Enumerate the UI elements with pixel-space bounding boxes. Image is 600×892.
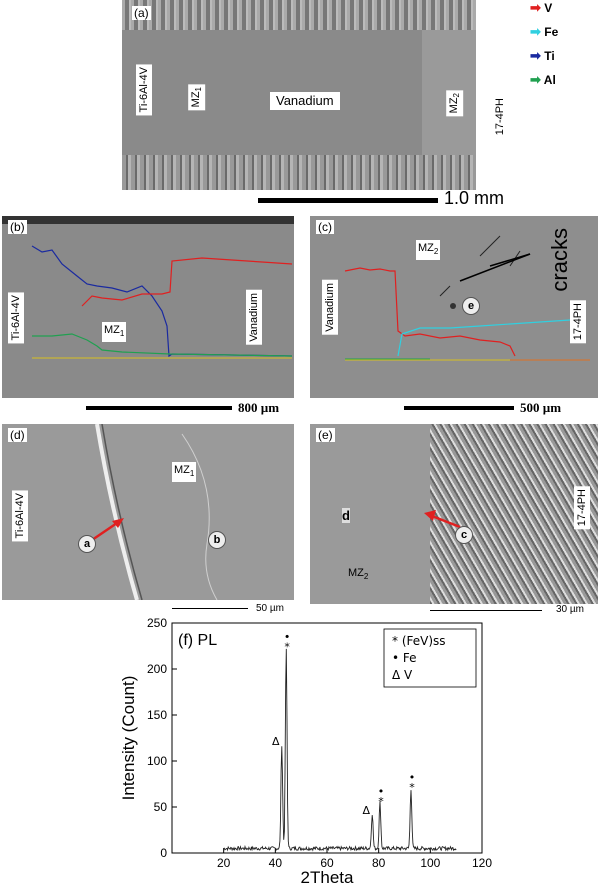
panel-c-left: Vanadium xyxy=(322,280,338,335)
arrow-right-icon: ➡ xyxy=(530,0,541,15)
x-tick-label: 60 xyxy=(320,856,334,870)
panel-c-scalebar xyxy=(404,406,514,410)
x-tick-label: 20 xyxy=(217,856,231,870)
peak-marker: • * xyxy=(378,785,385,808)
panel-b-right: Vanadium xyxy=(246,290,262,345)
peak-marker: • * xyxy=(409,771,416,794)
panel-e-label: (e) xyxy=(316,428,335,442)
panel-d-mz1: MZ1 xyxy=(172,462,197,483)
y-tick-label: 150 xyxy=(147,708,167,722)
panel-e-scale-label: 30 µm xyxy=(556,604,584,615)
x-tick-label: 100 xyxy=(420,856,440,870)
legend-item-al: ➡ Al xyxy=(530,72,556,87)
y-tick-label: 0 xyxy=(160,846,167,860)
y-tick-label: 50 xyxy=(154,800,168,814)
panel-b-scale-label: 800 µm xyxy=(238,400,280,415)
panel-a-right-alloy: 17-4PH xyxy=(492,95,508,139)
panel-d-features xyxy=(91,424,218,600)
panel-b-label: (b) xyxy=(8,220,27,234)
peak-marker: Δ xyxy=(362,804,370,817)
panel-b-scalebar xyxy=(86,406,232,410)
panel-e-features xyxy=(424,510,461,529)
panel-a-mz1: MZ1 xyxy=(188,84,206,111)
panel-a-center: Vanadium xyxy=(270,92,340,110)
legend-item-ti: ➡ Ti xyxy=(530,48,555,63)
panel-d-left-alloy: Ti-6Al-4V xyxy=(12,490,28,542)
chart-legend-box xyxy=(383,628,477,688)
panel-c-mz2: MZ2 xyxy=(416,240,441,261)
panel-c-linescan xyxy=(344,235,590,361)
panel-a-label: (a) xyxy=(132,6,151,20)
x-tick-label: 40 xyxy=(269,856,283,870)
panel-b-left-alloy: Ti-6Al-4V xyxy=(8,292,24,344)
peak-marker: Δ xyxy=(272,735,280,748)
chart-legend-item: * (FeV)ss xyxy=(392,634,446,648)
panel-b-mz1: MZ1 xyxy=(102,322,127,343)
panel-e-image xyxy=(310,424,598,604)
x-tick-label: 120 xyxy=(472,856,492,870)
panel-d-image xyxy=(2,424,294,600)
y-tick-label: 250 xyxy=(147,616,167,630)
chart-legend-item: • Fe xyxy=(392,651,417,665)
panel-c-marker-e: e xyxy=(462,297,480,315)
panel-e-mz2: MZ2 xyxy=(348,567,369,582)
y-axis-label: Intensity (Count) xyxy=(119,676,138,801)
panel-b-linescan xyxy=(31,245,293,359)
panel-e-right-alloy: 17-4PH xyxy=(574,486,590,530)
arrow-right-icon: ➡ xyxy=(530,48,541,63)
panel-b-image xyxy=(2,216,294,398)
panel-c-cracks: cracks xyxy=(547,228,572,292)
xrd-chart: 20 40 60 80 100 120 0 50 100 150 200 250 2Theta Inten… xyxy=(119,616,492,887)
panel-a-mz2: MZ2 xyxy=(446,90,464,117)
x-axis-label: 2Theta xyxy=(301,868,354,887)
chart-legend-item: Δ V xyxy=(392,668,413,682)
panel-d-scalebar xyxy=(172,608,248,609)
y-tick-label: 200 xyxy=(147,662,167,676)
peak-marker: • * xyxy=(284,630,291,653)
panel-a-left-alloy: Ti-6Al-4V xyxy=(136,64,152,116)
panel-d-marker-b: b xyxy=(208,531,226,549)
panel-c-right-alloy: 17-4PH xyxy=(570,300,586,344)
chart-title: (f) PL xyxy=(178,632,217,649)
legend-item-fe: ➡ Fe xyxy=(530,24,559,39)
arrow-right-icon: ➡ xyxy=(530,72,541,87)
panel-a-scalebar xyxy=(258,198,438,203)
panel-c-label: (c) xyxy=(316,220,334,234)
panel-a-scale-label: 1.0 mm xyxy=(444,188,505,208)
y-tick-label: 100 xyxy=(147,754,167,768)
arrow-right-icon: ➡ xyxy=(530,24,541,39)
x-tick-label: 80 xyxy=(372,856,386,870)
panel-d-label: (d) xyxy=(8,428,27,442)
panel-d-scale-label: 50 µm xyxy=(256,603,284,614)
panel-e-marker-d: d xyxy=(342,508,350,523)
panel-d-marker-a: a xyxy=(78,535,96,553)
panel-e-scalebar xyxy=(430,610,542,611)
xrd-pattern-line xyxy=(223,648,457,852)
legend-item-v: ➡ V xyxy=(530,0,553,15)
panel-e-marker-c: c xyxy=(455,526,473,544)
panel-c-scale-label: 500 µm xyxy=(520,400,562,415)
